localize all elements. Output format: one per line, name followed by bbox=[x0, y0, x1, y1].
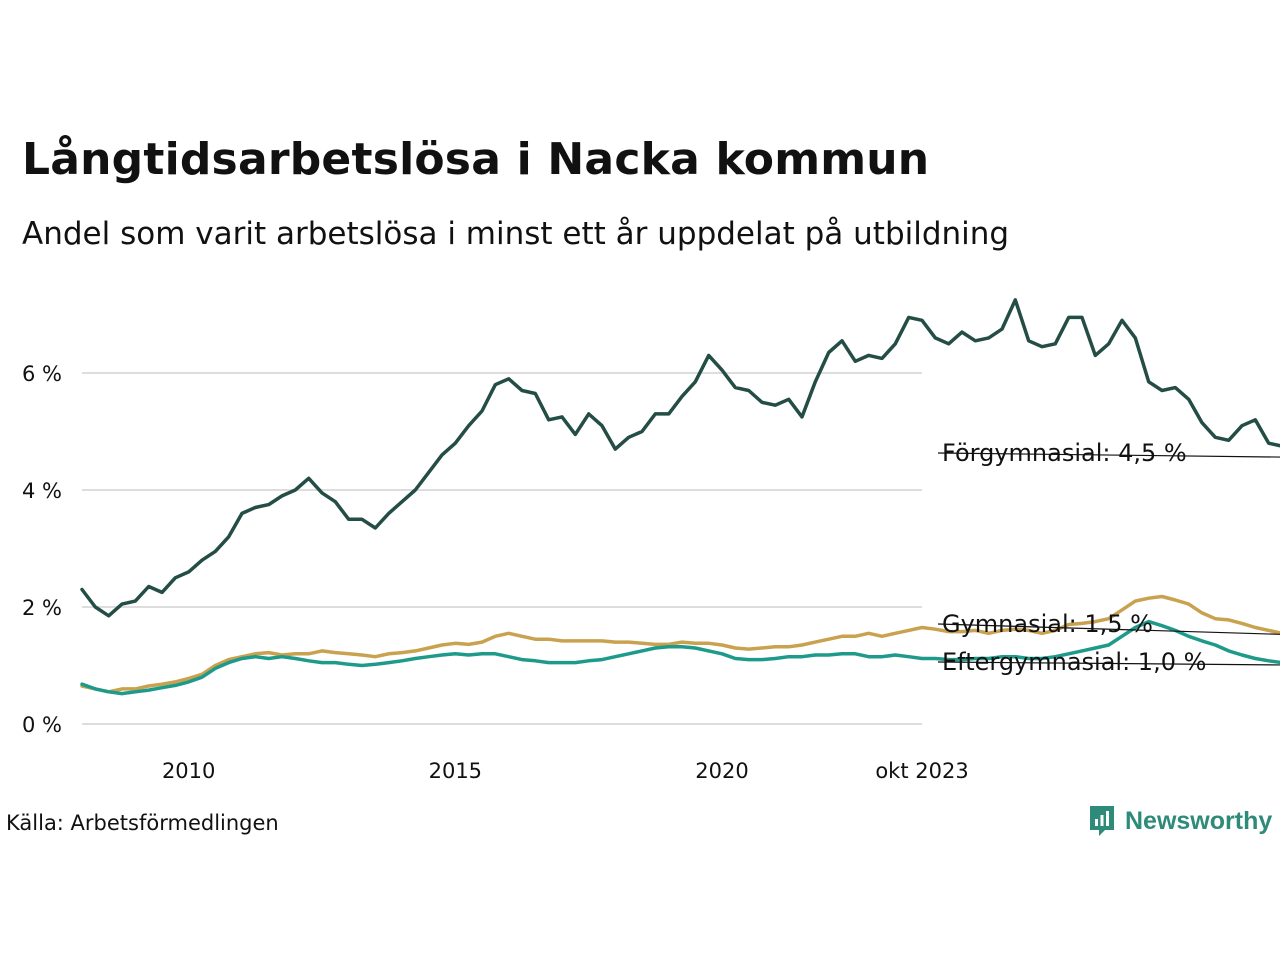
grid-layer bbox=[82, 372, 922, 725]
x-tick-label: 2015 bbox=[429, 759, 482, 783]
y-tick-label: 6 % bbox=[22, 362, 62, 386]
chart-subtitle: Andel som varit arbetslösa i minst ett å… bbox=[22, 216, 1010, 252]
series-line-forgymnasial bbox=[80, 298, 1280, 618]
x-tick-label: 2020 bbox=[695, 759, 748, 783]
chart-title: Långtidsarbetslösa i Nacka kommun bbox=[22, 134, 930, 185]
newsworthy-logo: Newsworthy bbox=[1088, 804, 1272, 838]
axis-layer: 0 % 2 % 4 % 6 % 2010 2015 2020 okt 2023 bbox=[22, 362, 969, 783]
series-label-leader bbox=[937, 452, 1280, 458]
label-layer: Gymnasial: 1,5 % Eftergymnasial: 1,0 % För… bbox=[937, 439, 1280, 676]
x-tick-label: 2010 bbox=[162, 759, 215, 783]
series-label-gymnasial: Gymnasial: 1,5 % bbox=[942, 610, 1153, 638]
y-tick-label: 2 % bbox=[22, 596, 62, 620]
newsworthy-logo-icon bbox=[1090, 806, 1114, 836]
series-label-forgymnasial: Förgymnasial: 4,5 % bbox=[942, 439, 1187, 467]
series-layer bbox=[80, 298, 1280, 696]
series-label-leader bbox=[937, 623, 1280, 635]
y-tick-label: 0 % bbox=[22, 713, 62, 737]
x-tick-label: okt 2023 bbox=[875, 759, 968, 783]
series-label-eftergymnasial: Eftergymnasial: 1,0 % bbox=[942, 648, 1206, 676]
source-note: Källa: Arbetsförmedlingen bbox=[6, 811, 279, 835]
series-line-eftergymnasial bbox=[80, 619, 1280, 696]
y-tick-label: 4 % bbox=[22, 479, 62, 503]
series-line-gymnasial bbox=[80, 594, 1280, 694]
series-label-leader bbox=[937, 661, 1280, 666]
newsworthy-logo-text: Newsworthy bbox=[1125, 806, 1273, 835]
